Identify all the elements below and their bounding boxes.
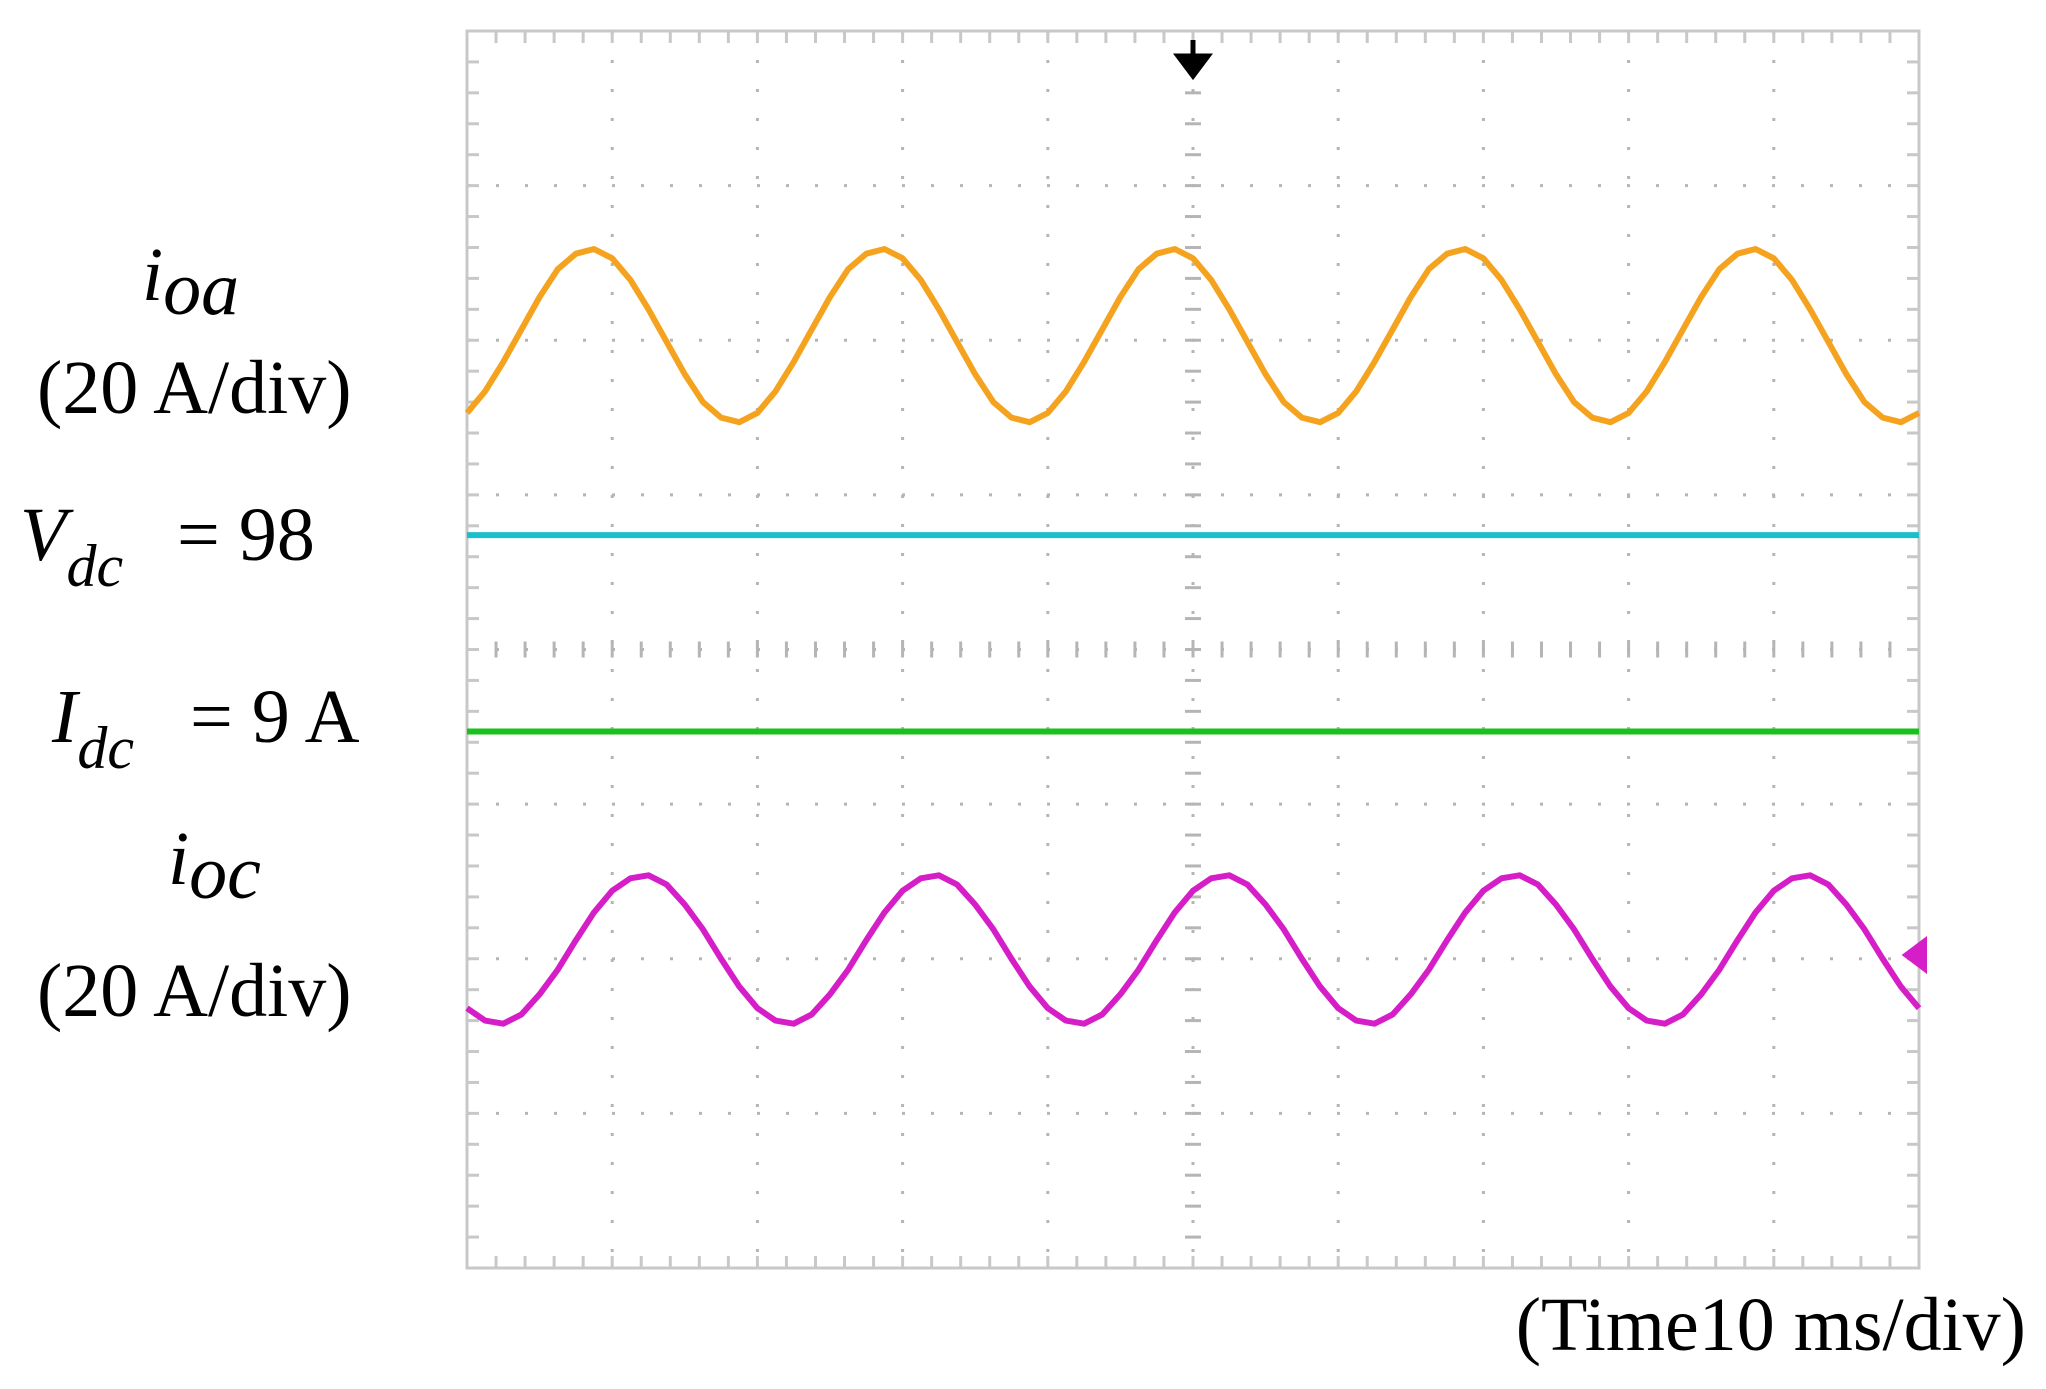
annotation-text: (20 A/div)	[37, 346, 352, 430]
annotation-subscript: oa	[163, 247, 239, 331]
annotation-label: ioc	[168, 817, 261, 915]
annotation-text: = 98	[177, 493, 315, 577]
traces	[464, 246, 1922, 1027]
annotation-subscript: dc	[66, 533, 123, 599]
annotation-symbol: V	[20, 493, 74, 577]
trace	[465, 872, 1922, 1027]
annotation-label: Idc	[51, 675, 134, 781]
x-axis-label: (Time10 ms/div)	[1516, 1283, 2026, 1367]
annotation-subscript: dc	[77, 715, 134, 781]
grid	[467, 31, 1919, 1268]
level-marker	[1901, 936, 1927, 974]
trigger-marker	[1173, 40, 1213, 81]
annotation-subscript: oc	[189, 831, 261, 915]
annotation-text: = 9 A	[190, 675, 360, 759]
annotation-label: ioa	[142, 233, 239, 331]
annotation-symbol: i	[168, 817, 189, 901]
annotation-symbol: i	[142, 233, 163, 317]
annotation-text: (20 A/div)	[37, 949, 352, 1033]
annotation-symbol: I	[51, 675, 81, 759]
annotation-label: Vdc	[20, 493, 123, 599]
trace	[464, 246, 1921, 426]
